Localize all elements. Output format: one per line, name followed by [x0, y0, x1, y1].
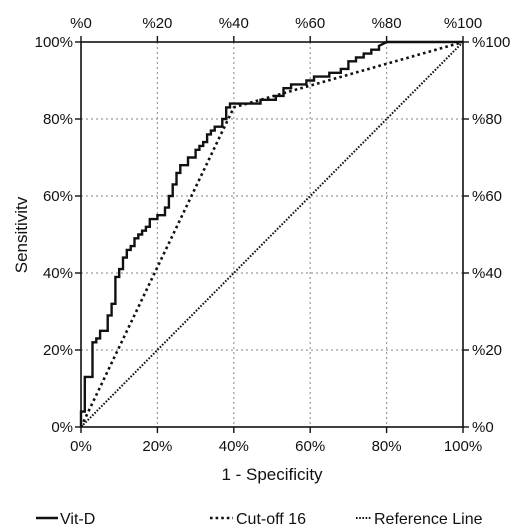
- x-tick-label: 100%: [444, 438, 482, 455]
- x-tick-label: 40%: [219, 438, 249, 455]
- y-tick-label: 100%: [35, 34, 73, 51]
- legend-label-reference-line: Reference Line: [374, 511, 483, 528]
- x-tick-label: 80%: [372, 438, 402, 455]
- series-line-cut-off-16: [79, 40, 464, 428]
- x-top-tick-label: %80: [372, 15, 402, 32]
- legend: Vit-D Cut-off 16 Reference Line: [36, 511, 483, 528]
- x-tick-label: 20%: [142, 438, 172, 455]
- plot-frame: [80, 41, 464, 428]
- y-right-tick-label: %80: [472, 111, 502, 128]
- grid-lines: [81, 42, 463, 427]
- series-line-reference-line: [80, 41, 464, 428]
- y-right-tick-label: %0: [472, 419, 494, 436]
- y-tick-label: 40%: [43, 265, 73, 282]
- x-top-tick-label: %20: [142, 15, 172, 32]
- x-top-tick-label: %60: [295, 15, 325, 32]
- y-axis-title: Sensitivitv: [12, 196, 31, 273]
- y-right-tick-label: %100: [472, 34, 510, 51]
- legend-item-vit-d: Vit-D: [36, 511, 95, 528]
- series-line-vit-d: [79, 40, 463, 427]
- y-tick-label: 20%: [43, 342, 73, 359]
- series-layer: [79, 40, 464, 428]
- y-right-tick-label: %20: [472, 342, 502, 359]
- x-tick-label: 60%: [295, 438, 325, 455]
- y-tick-label: 80%: [43, 111, 73, 128]
- y-right-tick-label: %40: [472, 265, 502, 282]
- y-tick-label: 60%: [43, 188, 73, 205]
- legend-item-reference-line: Reference Line: [356, 511, 483, 528]
- y-tick-label: 0%: [51, 419, 73, 436]
- x-top-tick-label: %0: [70, 15, 92, 32]
- legend-label-cut-off: Cut-off 16: [236, 511, 306, 528]
- x-tick-label: 0%: [70, 438, 92, 455]
- y-right-tick-label: %60: [472, 188, 502, 205]
- legend-label-vit-d: Vit-D: [60, 511, 95, 528]
- x-axis-title: 1 - Specificity: [221, 465, 323, 484]
- legend-item-cut-off: Cut-off 16: [210, 511, 306, 528]
- ticks-layer: 0% %0 0% %0 20% %20 20% %20 40% %40 40% %40 60% %60 60…: [35, 15, 511, 455]
- x-top-tick-label: %40: [219, 15, 249, 32]
- x-top-tick-label: %100: [444, 15, 482, 32]
